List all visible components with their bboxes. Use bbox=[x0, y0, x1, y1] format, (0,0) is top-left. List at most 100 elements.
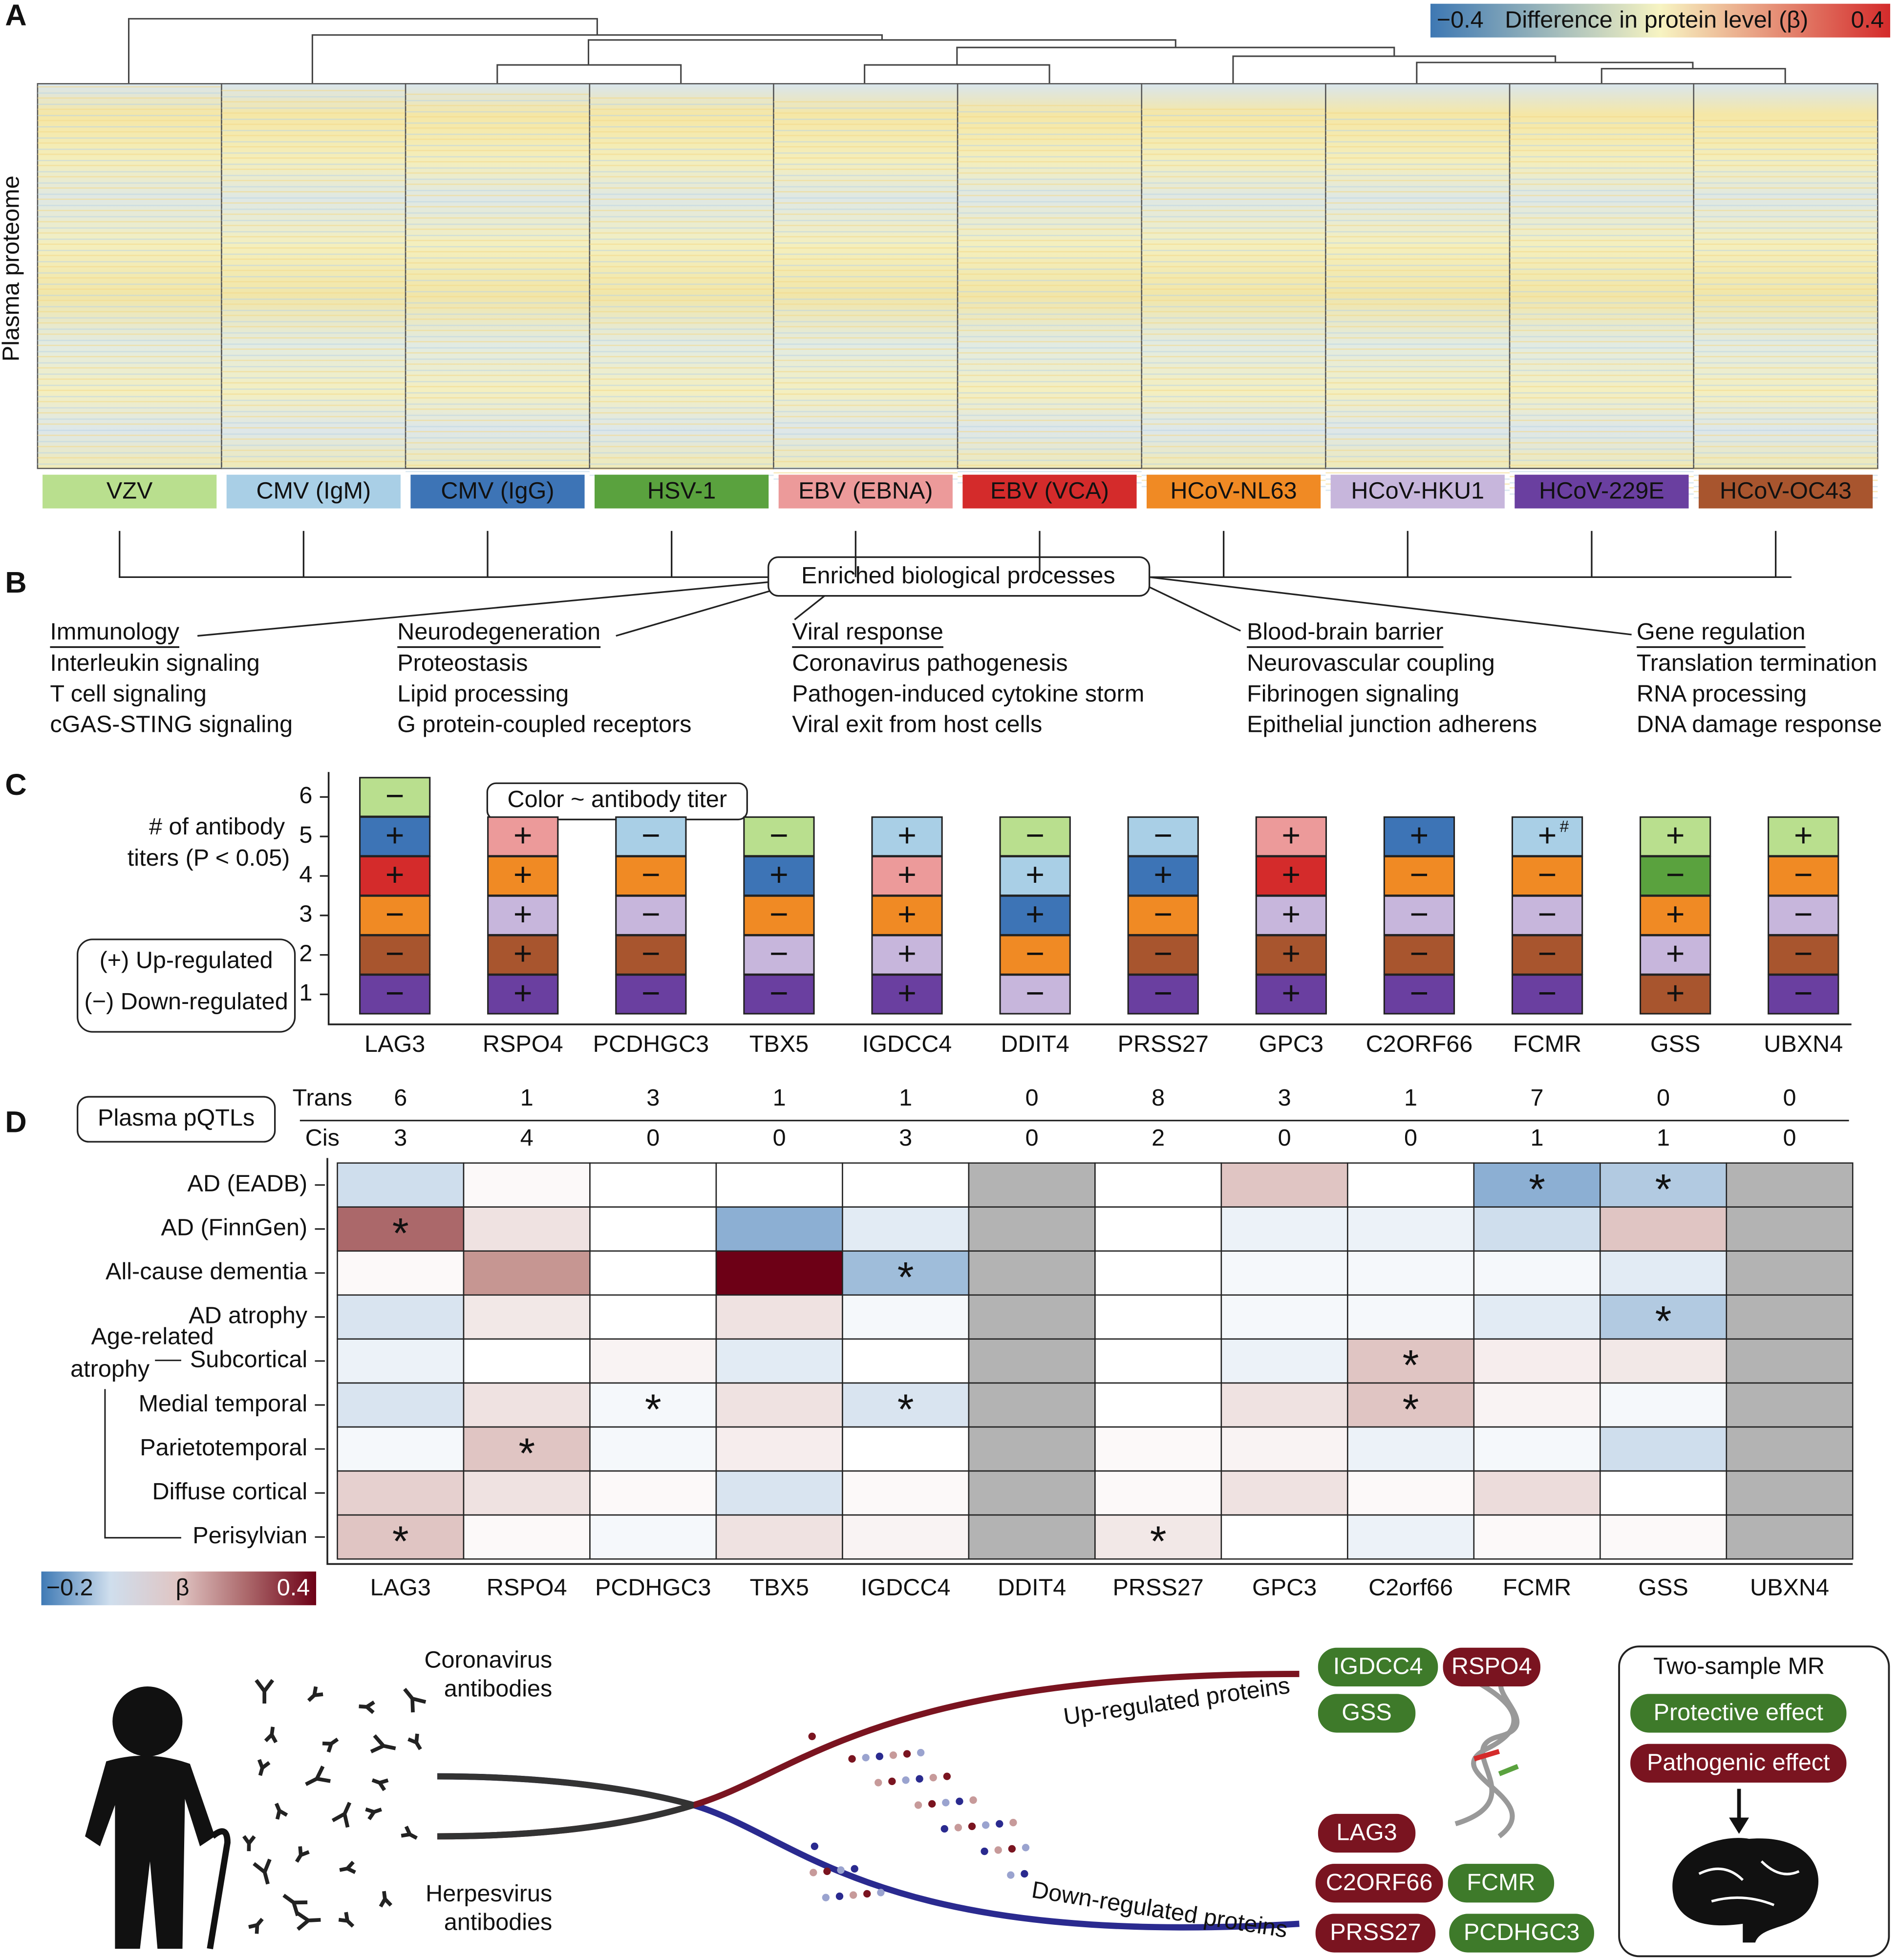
heatmap-cell bbox=[589, 1514, 717, 1560]
heatmap-cell bbox=[589, 1294, 717, 1340]
heatmap-cell bbox=[1726, 1470, 1854, 1516]
heatmap-cell bbox=[1220, 1206, 1348, 1252]
titer-tile bbox=[615, 816, 687, 857]
significance: * bbox=[1655, 1166, 1672, 1213]
sign: + bbox=[1153, 857, 1173, 893]
sign: + bbox=[1281, 817, 1301, 853]
titer-tile bbox=[1640, 855, 1711, 896]
dot bbox=[877, 1889, 885, 1896]
sign: − bbox=[641, 936, 661, 972]
heatmap-cell bbox=[1726, 1206, 1854, 1252]
color-note: Color ~ antibody titer bbox=[508, 786, 727, 812]
dot bbox=[1009, 1819, 1017, 1827]
virus-box bbox=[1147, 474, 1321, 509]
titer-tile bbox=[487, 855, 559, 896]
heatmap-cell bbox=[1600, 1426, 1728, 1472]
heatmap-stripes bbox=[589, 95, 774, 480]
sign-legend: (+) Up-regulated bbox=[100, 947, 273, 974]
sign: + bbox=[897, 936, 917, 972]
bracket bbox=[104, 1360, 181, 1539]
heatmap-cell bbox=[1600, 1294, 1728, 1340]
process: Proteostasis bbox=[397, 650, 528, 676]
antibody bbox=[339, 1860, 356, 1875]
row-group-label: Age-related bbox=[91, 1323, 214, 1349]
scale-title: β bbox=[175, 1574, 189, 1600]
significance: * bbox=[1529, 1166, 1545, 1213]
y-tick-label: 2 bbox=[299, 940, 312, 966]
antibody bbox=[370, 1734, 396, 1753]
titer-tile bbox=[1127, 816, 1199, 857]
titer-tile bbox=[1768, 895, 1839, 936]
titer-tile bbox=[999, 974, 1071, 1015]
sign: + bbox=[1281, 857, 1301, 893]
titer-tile bbox=[487, 816, 559, 857]
sign: + bbox=[1794, 817, 1813, 853]
heatmap-cell bbox=[1600, 1250, 1728, 1296]
heatmap-cell bbox=[463, 1294, 591, 1340]
sign: + bbox=[513, 896, 533, 933]
titer-tile bbox=[615, 855, 687, 896]
protein-label: Pathogenic effect bbox=[1647, 1749, 1830, 1775]
virus-box bbox=[778, 474, 953, 509]
group-title: Viral response bbox=[792, 618, 943, 645]
protein-label: C2ORF66 bbox=[1326, 1869, 1433, 1896]
antibody bbox=[253, 1858, 272, 1885]
sign: − bbox=[1153, 817, 1173, 853]
row-label: AD (EADB) bbox=[188, 1170, 308, 1196]
antibody bbox=[257, 1759, 271, 1776]
protein-label: RSPO4 bbox=[1451, 1653, 1532, 1679]
significance: * bbox=[1403, 1342, 1419, 1389]
titer-tile bbox=[871, 895, 943, 936]
column-label: C2orf66 bbox=[1368, 1574, 1453, 1600]
virus-box bbox=[1330, 474, 1505, 509]
gene-label: LAG3 bbox=[364, 1031, 425, 1057]
titer-tile bbox=[1768, 935, 1839, 975]
sign: + bbox=[1666, 817, 1685, 853]
pqtl-count: 8 bbox=[1152, 1085, 1165, 1111]
dot bbox=[849, 1891, 857, 1899]
sign: − bbox=[385, 896, 405, 933]
dot bbox=[917, 1748, 925, 1757]
antibody bbox=[248, 1917, 264, 1934]
dot bbox=[996, 1820, 1003, 1828]
sign: + bbox=[897, 857, 917, 893]
pqtl-count: 0 bbox=[1025, 1125, 1039, 1151]
process: Pathogen-induced cytokine storm bbox=[792, 681, 1144, 707]
row-label: Medial temporal bbox=[139, 1390, 308, 1417]
heatmap-cell bbox=[1347, 1250, 1475, 1296]
protein-pill bbox=[1443, 1647, 1540, 1687]
titer-tile bbox=[871, 855, 943, 896]
heatmap-cell bbox=[337, 1294, 465, 1340]
process: T cell signaling bbox=[50, 681, 206, 707]
heatmap-cell bbox=[1220, 1294, 1348, 1340]
titer-tile bbox=[1768, 816, 1839, 857]
heatmap-cell bbox=[1094, 1514, 1222, 1560]
dot bbox=[822, 1894, 830, 1901]
pqtl-count: 3 bbox=[646, 1085, 660, 1111]
gene-label: DDIT4 bbox=[1001, 1031, 1069, 1057]
gene-label: IGDCC4 bbox=[862, 1031, 952, 1057]
heatmap-cell bbox=[715, 1206, 843, 1252]
dot bbox=[810, 1869, 817, 1876]
titer-tile bbox=[1640, 816, 1711, 857]
heatmap-cell bbox=[337, 1162, 465, 1208]
heatmap-cell bbox=[1726, 1250, 1854, 1296]
heatmap-cell bbox=[589, 1382, 717, 1428]
titer-tile bbox=[359, 777, 431, 817]
pqtl-count: 0 bbox=[1278, 1125, 1291, 1151]
dot bbox=[903, 1750, 911, 1758]
dot bbox=[862, 1754, 870, 1762]
sign: + bbox=[1410, 817, 1429, 853]
titer-tile bbox=[359, 855, 431, 896]
heatmap-cell bbox=[1726, 1338, 1854, 1384]
sign: + bbox=[897, 817, 917, 853]
heatmap-cell bbox=[968, 1514, 1096, 1560]
pqtl-count: 3 bbox=[899, 1125, 912, 1151]
protein-label: GSS bbox=[1342, 1699, 1392, 1726]
sign-mark: # bbox=[1560, 818, 1569, 836]
titer-tile bbox=[1640, 935, 1711, 975]
y-tick-label: 4 bbox=[299, 861, 312, 888]
y-tick-label: 1 bbox=[299, 980, 312, 1006]
dot bbox=[969, 1796, 977, 1804]
